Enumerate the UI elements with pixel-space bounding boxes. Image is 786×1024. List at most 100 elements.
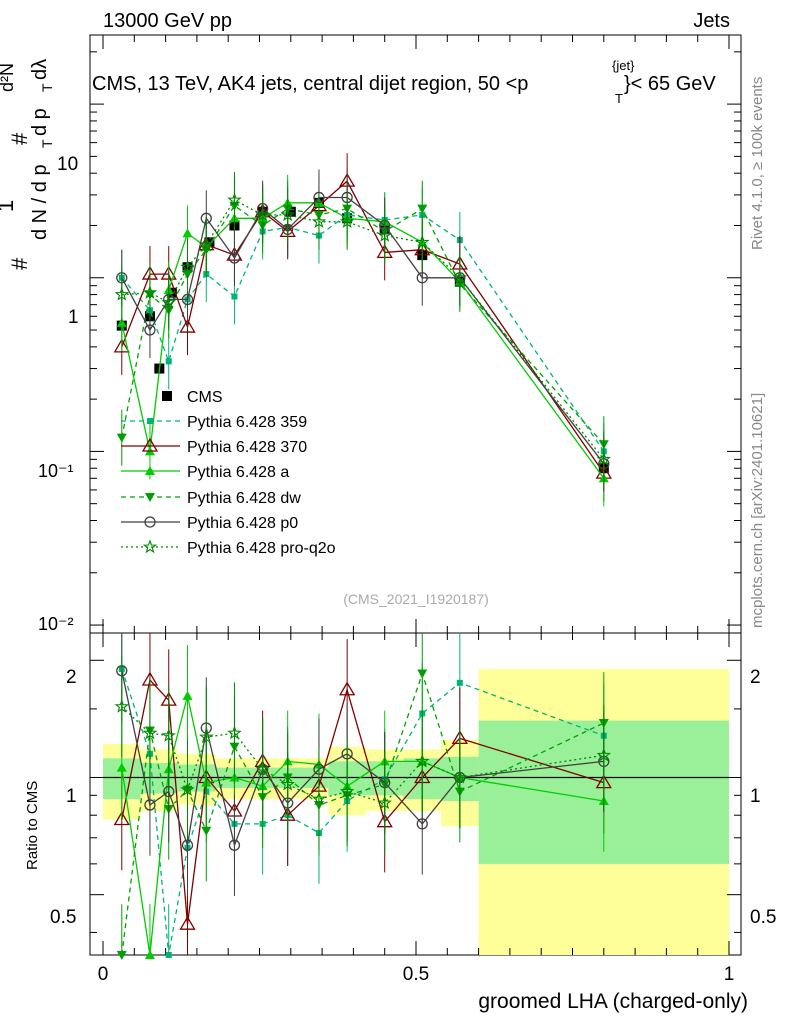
series-point-pythia-6-428-370 bbox=[113, 338, 130, 353]
header-left: 13000 GeV pp bbox=[103, 10, 232, 32]
y-tick-label-1e-1: 10⁻¹ bbox=[38, 461, 74, 481]
legend-marker-1 bbox=[141, 437, 159, 452]
rivet-label: Rivet 4.1.0, ≥ 100k events bbox=[749, 77, 766, 250]
ratio-point-pythia-6-428-a bbox=[116, 762, 127, 772]
y-label-hash1: # bbox=[7, 257, 32, 270]
legend-label-p0: Pythia 6.428 p0 bbox=[187, 515, 298, 532]
ratio-point-pythia-6-428-370 bbox=[339, 681, 356, 696]
ratio-point-pythia-6-428-pro-q2o bbox=[199, 729, 214, 744]
cms-data-point bbox=[285, 206, 296, 217]
legend-label-a: Pythia 6.428 a bbox=[187, 464, 289, 481]
y-label-dp: d p bbox=[29, 108, 51, 136]
x-axis-label: groomed LHA (charged-only) bbox=[478, 990, 748, 1013]
y-axis-label: # 1 d N / d p T # d p T dλ d²N bbox=[0, 59, 55, 270]
x-tick-label-0.5: 0.5 bbox=[403, 964, 429, 985]
legend-marker-cms bbox=[162, 391, 172, 401]
title-main: CMS, 13 TeV, AK4 jets, central dijet reg… bbox=[92, 73, 528, 95]
series-point-pythia-6-428-pro-q2o bbox=[452, 270, 467, 284]
legend-marker-4 bbox=[144, 516, 156, 528]
ratio-tick-label-right-2: 2 bbox=[750, 667, 761, 688]
series-point-pythia-6-428-p0 bbox=[416, 272, 428, 284]
series-point-pythia-6-428-359 bbox=[165, 358, 172, 365]
title-sub: T bbox=[615, 91, 623, 106]
y-tick-label-10: 10 bbox=[57, 154, 78, 175]
ratio-point-pythia-6-428-p0 bbox=[163, 785, 175, 798]
series-point-pythia-6-428-pro-q2o bbox=[180, 259, 195, 274]
legend-marker-5 bbox=[142, 539, 158, 554]
series-line-pythia-6-428-a bbox=[121, 202, 605, 479]
ratio-point-pythia-6-428-pro-q2o bbox=[227, 725, 242, 740]
legend-label-pro-q2o: Pythia 6.428 pro-q2o bbox=[187, 540, 336, 557]
ratio-point-pythia-6-428-359 bbox=[456, 679, 463, 686]
y-label-one: 1 bbox=[0, 200, 18, 212]
ratio-point-pythia-6-428-a bbox=[144, 950, 155, 959]
ratio-point-pythia-6-428-p0 bbox=[144, 799, 156, 811]
y-label-t2: T bbox=[39, 83, 55, 92]
y-label-d2n: d²N bbox=[0, 63, 17, 92]
ratio-point-pythia-6-428-pro-q2o bbox=[161, 728, 176, 742]
ratio-point-pythia-6-428-pro-q2o bbox=[452, 769, 467, 784]
ratio-point-pythia-6-428-370 bbox=[179, 915, 196, 930]
series-line-pythia-6-428-pro-q2o bbox=[121, 199, 605, 460]
ratio-point-pythia-6-428-pro-q2o bbox=[596, 747, 611, 762]
ratio-axes bbox=[90, 633, 741, 955]
ratio-line-pythia-6-428-a bbox=[121, 695, 604, 956]
series-point-pythia-6-428-359 bbox=[231, 293, 238, 300]
series-point-pythia-6-428-pro-q2o bbox=[199, 237, 214, 251]
series-point-pythia-6-428-pro-q2o bbox=[280, 207, 295, 222]
main-axes bbox=[90, 35, 741, 633]
legend-label-370: Pythia 6.428 370 bbox=[187, 439, 307, 456]
ratio-point-pythia-6-428-dw bbox=[116, 951, 127, 960]
x-tick-label-0: 0 bbox=[98, 964, 109, 985]
ratio-point-pythia-6-428-pro-q2o bbox=[311, 791, 327, 806]
ratio-point-pythia-6-428-pro-q2o bbox=[180, 782, 195, 796]
series-point-pythia-6-428-pro-q2o bbox=[377, 227, 392, 242]
series-point-pythia-6-428-dw bbox=[417, 204, 428, 214]
ratio-tick-label-2: 2 bbox=[66, 667, 77, 688]
ratio-point-pythia-6-428-pro-q2o bbox=[142, 725, 158, 740]
plot-title: CMS, 13 TeV, AK4 jets, central dijet reg… bbox=[92, 58, 716, 106]
series-point-pythia-6-428-p0 bbox=[228, 252, 241, 264]
ratio-bands bbox=[103, 668, 729, 955]
ratio-point-pythia-6-428-pro-q2o bbox=[114, 699, 130, 713]
series-point-pythia-6-428-a bbox=[182, 228, 193, 238]
analysis-label: (CMS_2021_I1920187) bbox=[343, 591, 489, 607]
legend-marker-2 bbox=[145, 466, 155, 475]
legend-marker-3 bbox=[145, 493, 155, 502]
ratio-point-pythia-6-428-dw bbox=[201, 826, 212, 836]
series-line-pythia-6-428-370 bbox=[121, 180, 605, 474]
legend-label-359: Pythia 6.428 359 bbox=[187, 414, 307, 431]
ratio-point-pythia-6-428-pro-q2o bbox=[255, 761, 270, 776]
series-point-pythia-6-428-pro-q2o bbox=[142, 285, 158, 299]
series-point-pythia-6-428-pro-q2o bbox=[415, 234, 430, 249]
ratio-point-pythia-6-428-359 bbox=[165, 952, 172, 958]
ratio-tick-label-right-0.5: 0.5 bbox=[750, 907, 776, 928]
ratio-series bbox=[113, 633, 612, 960]
ratio-tick-label-1: 1 bbox=[66, 786, 77, 807]
series-point-pythia-6-428-pro-q2o bbox=[161, 294, 176, 309]
mcplots-label: mcplots.cern.ch [arXiv:2401.10621] bbox=[749, 393, 766, 628]
series-point-pythia-6-428-pro-q2o bbox=[227, 192, 242, 207]
series-point-pythia-6-428-370 bbox=[179, 318, 196, 333]
ratio-line-pythia-6-428-dw bbox=[121, 671, 605, 956]
x-tick-label-1: 1 bbox=[724, 964, 735, 985]
ratio-point-pythia-6-428-p0 bbox=[228, 839, 241, 851]
x-tick-labels: 0 0.5 1 bbox=[98, 964, 735, 985]
main-series bbox=[113, 153, 612, 507]
ratio-y-axis-label: Ratio to CMS bbox=[24, 781, 41, 870]
series-line-pythia-6-428-dw bbox=[121, 204, 605, 445]
legend: CMS Pythia 6.428 359 Pythia 6.428 370 Py… bbox=[121, 389, 336, 557]
ratio-tick-labels: 0.5 1 2 0.5 1 2 bbox=[50, 667, 776, 928]
y-tick-label-1e-2: 10⁻² bbox=[38, 614, 74, 634]
series-point-pythia-6-428-pro-q2o bbox=[339, 214, 355, 229]
ratio-point-pythia-6-428-370 bbox=[113, 811, 130, 826]
title-end: }< 65 GeV bbox=[624, 73, 716, 95]
y-label-t1: T bbox=[39, 139, 55, 148]
header-right: Jets bbox=[693, 10, 730, 32]
series-line-pythia-6-428-p0 bbox=[121, 196, 605, 465]
ratio-tick-label-0.5: 0.5 bbox=[50, 907, 76, 928]
series-line-pythia-6-428-359 bbox=[121, 214, 605, 452]
series-point-pythia-6-428-pro-q2o bbox=[114, 286, 129, 301]
ratio-line-pythia-6-428-p0 bbox=[121, 670, 604, 848]
ratio-line-pythia-6-428-359 bbox=[121, 668, 605, 956]
